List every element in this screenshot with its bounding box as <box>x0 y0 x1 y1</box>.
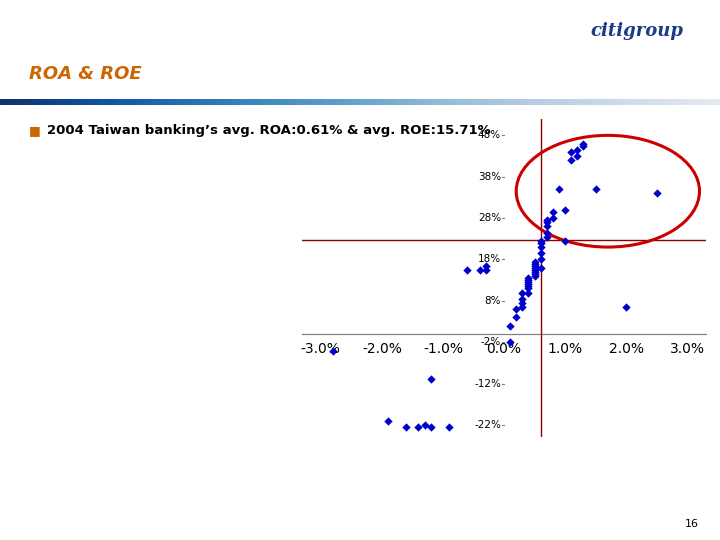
Point <box>480 261 492 270</box>
Point <box>528 261 540 270</box>
Text: 8%: 8% <box>485 296 501 306</box>
Point <box>504 338 516 347</box>
Point <box>559 206 571 214</box>
Point <box>535 237 546 245</box>
Point <box>621 303 632 312</box>
Point <box>565 147 577 156</box>
Point <box>528 268 540 276</box>
Point <box>528 259 540 268</box>
Point <box>577 139 589 148</box>
Point <box>516 288 528 297</box>
Text: 16: 16 <box>685 519 698 529</box>
Point <box>327 346 338 355</box>
Point <box>504 321 516 330</box>
Point <box>572 152 583 160</box>
Text: ■: ■ <box>29 124 40 137</box>
Point <box>444 423 455 431</box>
Point <box>516 303 528 312</box>
Point <box>547 207 559 216</box>
Point <box>559 237 571 245</box>
Point <box>590 185 601 193</box>
Point <box>535 239 546 247</box>
Point <box>535 249 546 258</box>
Point <box>523 278 534 287</box>
Point <box>382 416 394 425</box>
Point <box>553 185 564 193</box>
Point <box>425 423 436 431</box>
Point <box>510 305 522 313</box>
Point <box>425 375 436 384</box>
Point <box>528 272 540 280</box>
Point <box>572 145 583 154</box>
Text: -2%: -2% <box>481 338 501 347</box>
Text: 2004 Taiwan banking’s avg. ROA:0.61% & avg. ROE:15.71%: 2004 Taiwan banking’s avg. ROA:0.61% & a… <box>47 124 490 137</box>
Point <box>523 288 534 297</box>
Point <box>528 269 540 278</box>
Point <box>523 276 534 285</box>
Point <box>516 294 528 303</box>
Point <box>510 313 522 322</box>
Text: -22%: -22% <box>474 420 501 430</box>
Text: 18%: 18% <box>478 254 501 265</box>
Point <box>541 228 552 237</box>
Point <box>565 156 577 165</box>
Point <box>523 282 534 291</box>
Point <box>541 216 552 225</box>
Point <box>528 266 540 274</box>
Text: ROA & ROE: ROA & ROE <box>29 65 141 83</box>
Point <box>541 222 552 231</box>
Point <box>547 214 559 222</box>
Point <box>528 257 540 266</box>
Point <box>516 299 528 307</box>
Point <box>541 232 552 241</box>
Point <box>541 218 552 227</box>
Text: 38%: 38% <box>478 172 501 182</box>
Point <box>400 423 412 431</box>
Point <box>523 284 534 293</box>
Point <box>651 189 662 198</box>
Text: -12%: -12% <box>474 379 501 389</box>
Point <box>480 266 492 274</box>
Point <box>413 423 424 431</box>
Point <box>523 280 534 288</box>
Text: 28%: 28% <box>478 213 501 223</box>
Point <box>462 266 473 274</box>
Point <box>419 421 431 429</box>
Point <box>474 266 485 274</box>
Point <box>535 264 546 272</box>
Point <box>535 243 546 252</box>
Point <box>535 255 546 264</box>
Text: 48%: 48% <box>478 130 501 140</box>
Text: citigroup: citigroup <box>590 22 683 39</box>
Point <box>528 264 540 272</box>
Point <box>577 141 589 150</box>
Point <box>523 274 534 282</box>
